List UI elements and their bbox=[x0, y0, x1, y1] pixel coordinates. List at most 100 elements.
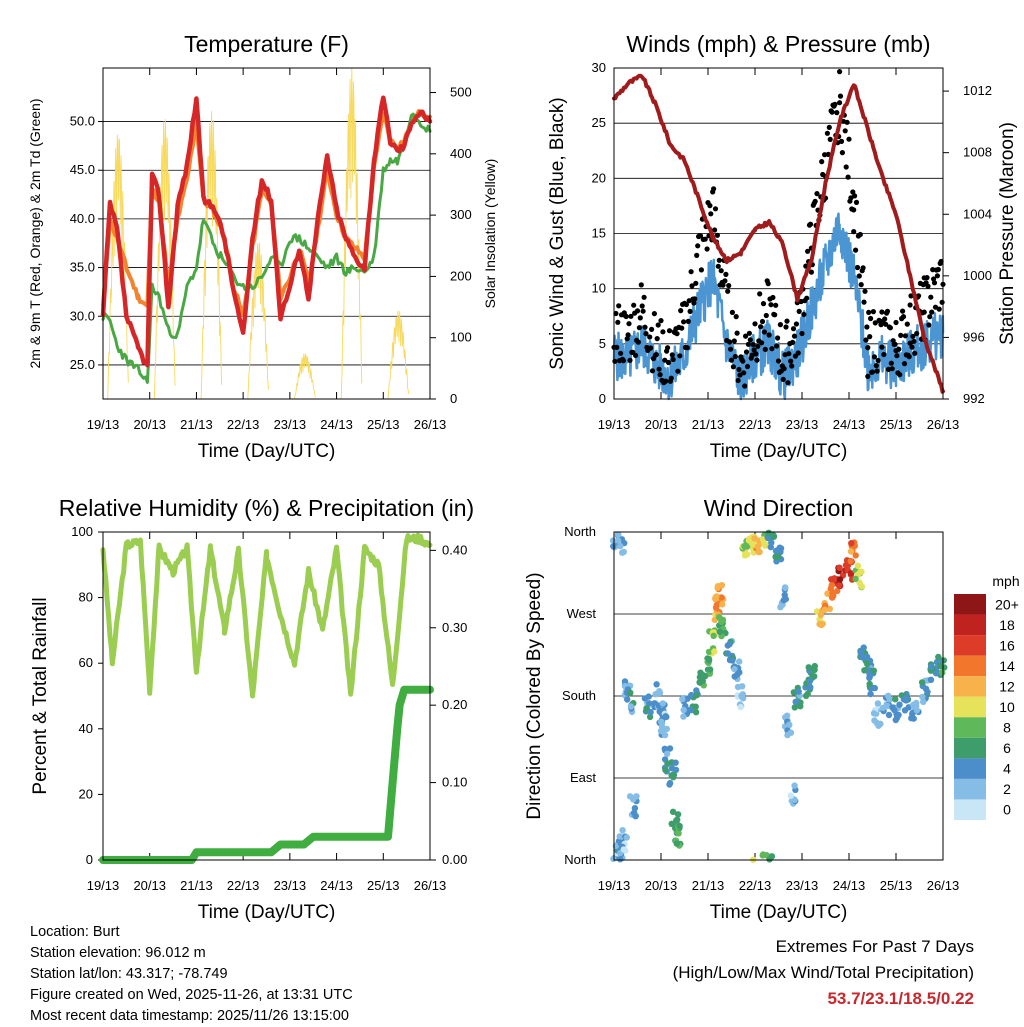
winds-plot-frame bbox=[613, 67, 944, 400]
direction-point bbox=[736, 669, 743, 676]
winds-xlabel: Time (Day/UTC) bbox=[710, 441, 848, 462]
wind_direction-xlabel: Time (Day/UTC) bbox=[710, 902, 848, 923]
direction-point bbox=[610, 543, 617, 550]
direction-point bbox=[713, 602, 720, 609]
winds-x-tick-label: 20/13 bbox=[645, 417, 678, 432]
gust-point bbox=[906, 354, 912, 360]
temperature-x-tick-label: 25/13 bbox=[367, 417, 400, 432]
direction-point bbox=[852, 552, 859, 559]
gust-point bbox=[867, 334, 873, 340]
gust-point bbox=[893, 319, 899, 326]
gust-point bbox=[884, 308, 891, 314]
direction-point bbox=[729, 657, 736, 664]
gust-point bbox=[912, 350, 918, 356]
direction-point bbox=[762, 542, 769, 549]
direction-point bbox=[807, 684, 814, 691]
winds-title: Winds (mph) & Pressure (mb) bbox=[626, 31, 930, 57]
gust-point bbox=[763, 312, 769, 319]
gust-point bbox=[735, 377, 741, 384]
gust-point bbox=[643, 331, 649, 337]
gust-point bbox=[666, 328, 673, 334]
gust-point bbox=[804, 295, 810, 301]
direction-point bbox=[864, 660, 871, 668]
created-text: Figure created on Wed, 2025-11-26, at 13… bbox=[30, 987, 353, 1003]
humidity-y2-tick-label: 0.40 bbox=[442, 542, 467, 557]
gust-point bbox=[691, 300, 697, 306]
gust-point bbox=[785, 380, 791, 386]
temperature-y-tick-label: 50.0 bbox=[70, 114, 95, 129]
winds-y2-tick-label: 1012 bbox=[963, 83, 992, 98]
humidity-x-tick-label: 26/13 bbox=[414, 878, 447, 893]
direction-point bbox=[739, 683, 746, 690]
gust-point bbox=[850, 189, 856, 195]
gust-point bbox=[765, 281, 771, 287]
gust-point bbox=[612, 358, 618, 364]
station-info: Location: Burt Station elevation: 96.012… bbox=[30, 922, 353, 1027]
direction-point bbox=[741, 543, 748, 550]
direction-point bbox=[791, 782, 798, 789]
temperature-xlabel: Time (Day/UTC) bbox=[198, 441, 336, 462]
gust-point bbox=[740, 358, 746, 364]
gust-point bbox=[882, 316, 888, 322]
direction-plot-frame bbox=[613, 531, 944, 861]
direction-y-tick-label: West bbox=[567, 606, 597, 621]
extremes-box: Extremes For Past 7 Days (High/Low/Max W… bbox=[673, 934, 974, 1012]
direction-point bbox=[653, 681, 660, 688]
gust-point bbox=[936, 306, 942, 312]
winds-y-tick-label: 30 bbox=[592, 60, 606, 75]
gust-point bbox=[812, 198, 818, 204]
direction-point bbox=[666, 745, 674, 752]
direction-point bbox=[866, 680, 873, 688]
gust-point bbox=[712, 206, 719, 212]
gust-point bbox=[860, 265, 866, 271]
gust-point bbox=[786, 351, 792, 357]
gust-point bbox=[861, 299, 867, 305]
humidity-x-tick-label: 25/13 bbox=[367, 878, 400, 893]
direction-point bbox=[662, 713, 669, 720]
direction-point bbox=[669, 808, 677, 815]
winds-x-tick-label: 25/13 bbox=[880, 417, 913, 432]
direction-point bbox=[938, 669, 945, 676]
direction-point bbox=[627, 689, 634, 696]
gust-point bbox=[754, 357, 760, 363]
gust-point bbox=[852, 193, 858, 199]
gust-point bbox=[658, 318, 664, 324]
direction-point bbox=[791, 796, 798, 803]
gust-point bbox=[768, 302, 774, 308]
gust-point bbox=[870, 309, 877, 315]
gust-point bbox=[927, 314, 933, 320]
direction-point bbox=[646, 700, 653, 707]
gust-point bbox=[657, 372, 663, 378]
gust-point bbox=[711, 186, 717, 192]
direction-point bbox=[867, 690, 874, 698]
temperature-title: Temperature (F) bbox=[184, 31, 349, 57]
gust-point bbox=[647, 334, 653, 340]
gust-point bbox=[760, 301, 767, 307]
direction-point bbox=[811, 662, 818, 670]
direction-point bbox=[783, 712, 791, 719]
gust-point bbox=[677, 353, 683, 359]
winds-y2-tick-label: 1004 bbox=[963, 206, 992, 221]
direction-point bbox=[619, 827, 626, 834]
gust-point bbox=[907, 302, 913, 308]
gust-point bbox=[796, 308, 802, 314]
direction-point bbox=[663, 750, 671, 757]
gust-point bbox=[873, 363, 879, 369]
direction-point bbox=[828, 582, 835, 589]
direction-point bbox=[797, 703, 804, 710]
direction-point bbox=[834, 587, 841, 595]
direction-point bbox=[705, 657, 713, 664]
gust-point bbox=[853, 199, 860, 205]
temperature-y-tick-label: 40.0 bbox=[70, 211, 95, 226]
direction-point bbox=[854, 562, 862, 569]
temperature-y2-tick-label: 400 bbox=[450, 146, 472, 161]
gust-point bbox=[741, 370, 747, 376]
direction-point bbox=[786, 721, 793, 728]
gust-point bbox=[789, 363, 795, 369]
gust-point bbox=[908, 293, 914, 299]
direction-point bbox=[877, 720, 884, 727]
gust-point bbox=[901, 361, 908, 367]
direction-point bbox=[633, 793, 640, 800]
colorbar-swatch bbox=[954, 655, 986, 677]
winds-x-tick-label: 26/13 bbox=[927, 417, 960, 432]
